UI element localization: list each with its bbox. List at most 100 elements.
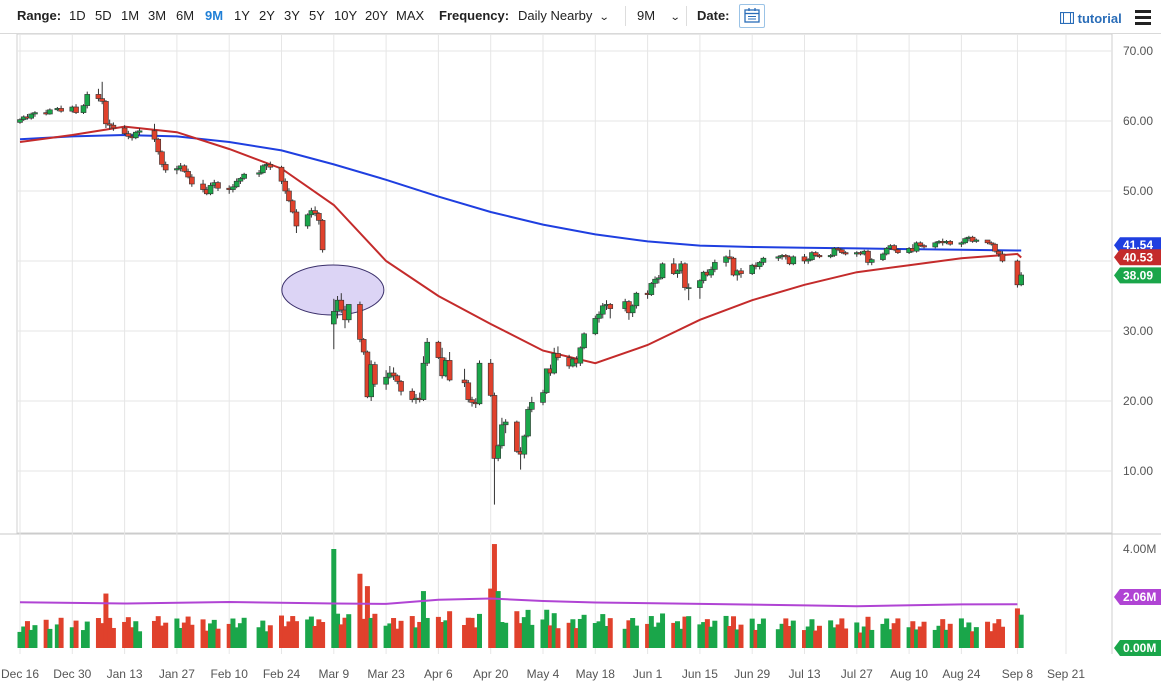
volume-bar <box>241 617 247 648</box>
x-tick-label: Mar 23 <box>367 667 405 681</box>
volume-tag-bg <box>1114 589 1161 606</box>
candle-body <box>103 101 109 125</box>
toolbar: Range: 1D 5D 1M 3M 6M 9M 1Y 2Y 3Y 5Y 10Y… <box>0 0 1161 34</box>
candle-body <box>827 255 834 258</box>
range-5d[interactable]: 5D <box>95 8 112 23</box>
volume-bar <box>17 631 23 648</box>
volume-bar <box>865 616 871 648</box>
candle-body <box>390 372 397 377</box>
candle-body <box>648 283 655 295</box>
range-5y[interactable]: 5Y <box>309 8 325 23</box>
price-tag: 38.09 <box>1123 268 1153 282</box>
chevron-down-icon: ⌄ <box>669 12 681 23</box>
volume-bar <box>839 618 845 648</box>
range-10y[interactable]: 10Y <box>334 8 358 23</box>
candle-body <box>230 186 236 190</box>
volume-bar <box>704 619 710 648</box>
candle-body <box>17 119 23 123</box>
candle-body <box>633 292 640 307</box>
volume-bar <box>525 609 531 648</box>
price-tag: 41.54 <box>1123 238 1153 252</box>
frequency-dropdown[interactable]: Daily Nearby ⌄ <box>518 8 610 23</box>
volume-bar <box>906 627 912 648</box>
volume-bar <box>656 622 662 648</box>
volume-bar <box>660 613 666 648</box>
volume-bar <box>267 625 273 648</box>
volume-bar <box>779 623 785 648</box>
range-9m[interactable]: 9M <box>205 8 224 23</box>
candle-body <box>521 435 528 455</box>
range-6m[interactable]: 6M <box>176 8 195 23</box>
volume-bar <box>237 623 243 648</box>
range-3m[interactable]: 3M <box>148 8 167 23</box>
candle-body <box>685 287 692 289</box>
candle-body <box>883 248 890 255</box>
volume-bar <box>174 618 180 648</box>
volume-bar <box>21 626 27 648</box>
period-value: 9M <box>637 8 656 23</box>
range-1y[interactable]: 1Y <box>234 8 250 23</box>
volume-bar <box>917 626 923 648</box>
volume-bar <box>107 617 113 648</box>
volume-bar <box>738 624 744 648</box>
candle-body <box>540 392 546 403</box>
date-picker-button[interactable] <box>739 4 765 28</box>
volume-bar <box>947 623 953 648</box>
range-1d[interactable]: 1D <box>69 8 86 23</box>
period-dropdown[interactable]: 9M ⌄ <box>637 8 681 23</box>
volume-bar <box>424 617 430 648</box>
candle-body <box>499 424 505 447</box>
candle-body <box>495 445 501 459</box>
volume-bar <box>398 620 404 648</box>
volume-bar <box>712 620 718 648</box>
volume-bar <box>28 629 34 648</box>
candle-body <box>476 362 483 405</box>
candle-body <box>319 220 326 251</box>
candle-body <box>398 381 404 392</box>
candle-body <box>917 242 924 246</box>
candle-body <box>1014 260 1021 286</box>
volume-bar <box>936 625 942 648</box>
volume-bar <box>24 621 30 648</box>
candle-body <box>581 333 587 349</box>
tutorial-link[interactable]: tutorial <box>1059 11 1122 26</box>
volume-bar <box>47 628 53 648</box>
price-chart[interactable]: Dec 16 Dec 30 Jan 13 Jan 27 Feb 10 Feb 24 Mar … <box>0 34 1161 693</box>
toolbar-divider <box>686 6 687 26</box>
volume-bar <box>630 618 636 648</box>
x-tick-label: Jul 27 <box>841 667 873 681</box>
volume-bar <box>518 623 524 648</box>
price-tick-label: 60.00 <box>1123 114 1153 128</box>
volume-bar <box>749 618 755 648</box>
volume-bar <box>293 621 299 648</box>
candle-body <box>47 109 53 115</box>
candle-body <box>555 353 561 358</box>
volume-bar <box>966 622 972 648</box>
tutorial-label: tutorial <box>1077 11 1122 26</box>
volume-bar <box>671 622 677 648</box>
volume-bar <box>462 624 468 648</box>
range-1m[interactable]: 1M <box>121 8 140 23</box>
volume-bar <box>417 621 423 648</box>
hamburger-menu-icon[interactable] <box>1135 10 1151 28</box>
candle-body <box>304 214 311 227</box>
price-tag: 40.53 <box>1123 250 1153 264</box>
candle-body <box>181 165 188 172</box>
volume-bar <box>499 622 505 648</box>
candle-body <box>155 138 162 153</box>
x-tick-label: Aug 10 <box>890 667 928 681</box>
candle-body <box>839 249 845 253</box>
candle-body <box>984 239 991 244</box>
range-3y[interactable]: 3Y <box>284 8 300 23</box>
range-max[interactable]: MAX <box>396 8 425 23</box>
range-20y[interactable]: 20Y <box>365 8 389 23</box>
volume-bar <box>264 631 270 648</box>
volume-bar <box>181 622 187 648</box>
candle-body <box>525 409 531 437</box>
volume-bar <box>260 620 266 648</box>
candle-body <box>256 172 262 175</box>
candle-body <box>880 253 886 260</box>
range-2y[interactable]: 2Y <box>259 8 275 23</box>
volume-bar <box>387 623 393 648</box>
candle-body <box>551 353 558 374</box>
